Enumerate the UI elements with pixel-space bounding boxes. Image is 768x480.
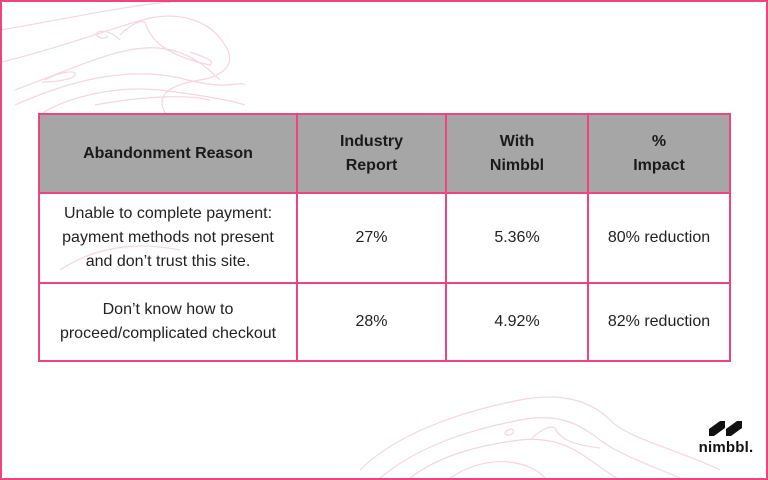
header-abandonment-reason: Abandonment Reason: [38, 113, 298, 194]
nimbbl-logo: nimbbl.: [694, 420, 758, 456]
cell-impact: 80% reduction: [587, 192, 731, 284]
cell-abandonment-reason: Don’t know how to proceed/complicated ch…: [38, 282, 298, 362]
cell-with-nimbbl: 5.36%: [445, 192, 589, 284]
nimbbl-double-slash-icon: [709, 421, 742, 436]
table-row: Don’t know how to proceed/complicated ch…: [38, 282, 731, 362]
cell-impact: 82% reduction: [587, 282, 731, 362]
cell-industry-report: 28%: [296, 282, 447, 362]
table-row: Unable to complete payment: payment meth…: [38, 192, 731, 284]
cell-with-nimbbl: 4.92%: [445, 282, 589, 362]
header-percent-impact: % Impact: [587, 113, 731, 194]
cell-industry-report: 27%: [296, 192, 447, 284]
header-industry-report: Industry Report: [296, 113, 447, 194]
logo-wordmark: nimbbl.: [698, 439, 754, 456]
cell-abandonment-reason: Unable to complete payment: payment meth…: [38, 192, 298, 284]
table-header-row: Abandonment Reason Industry Report With …: [38, 113, 731, 194]
header-with-nimbbl: With Nimbbl: [445, 113, 589, 194]
abandonment-comparison-table: Abandonment Reason Industry Report With …: [38, 113, 731, 362]
